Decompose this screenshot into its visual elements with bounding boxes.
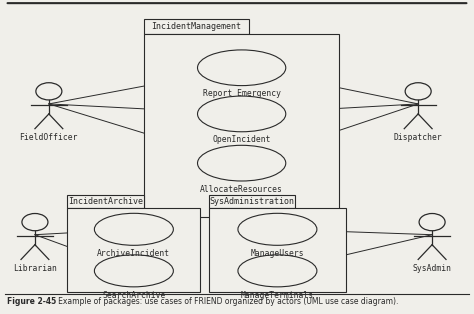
Text: IncidentArchive: IncidentArchive xyxy=(68,197,143,206)
Ellipse shape xyxy=(238,213,317,245)
Text: SysAdmin: SysAdmin xyxy=(412,264,452,273)
Text: FieldOfficer: FieldOfficer xyxy=(19,133,78,142)
Ellipse shape xyxy=(198,96,286,132)
Bar xyxy=(67,208,200,292)
Text: IncidentManagement: IncidentManagement xyxy=(151,22,241,31)
Text: OpenIncident: OpenIncident xyxy=(212,135,271,144)
Ellipse shape xyxy=(198,145,286,181)
Bar xyxy=(209,208,346,292)
Bar xyxy=(67,195,144,208)
Text: SysAdministration: SysAdministration xyxy=(210,197,295,206)
Text: Figure 2-45: Figure 2-45 xyxy=(7,297,56,306)
Text: Librarian: Librarian xyxy=(13,264,57,273)
Text: Example of packages: use cases of FRIEND organized by actors (UML use case diagr: Example of packages: use cases of FRIEND… xyxy=(51,297,399,306)
Text: ArchiveIncident: ArchiveIncident xyxy=(97,249,171,258)
Ellipse shape xyxy=(94,255,173,287)
Text: ManageUsers: ManageUsers xyxy=(251,249,304,258)
Text: Report Emergency: Report Emergency xyxy=(203,89,281,98)
Text: Dispatcher: Dispatcher xyxy=(394,133,443,142)
Ellipse shape xyxy=(198,50,286,86)
Bar xyxy=(209,195,295,208)
Bar xyxy=(144,19,248,34)
Bar xyxy=(144,34,339,217)
Ellipse shape xyxy=(238,255,317,287)
Text: AllocateResources: AllocateResources xyxy=(200,185,283,194)
Text: SearchArchive: SearchArchive xyxy=(102,290,165,300)
Ellipse shape xyxy=(94,213,173,245)
Text: ManageTerminals: ManageTerminals xyxy=(241,290,314,300)
